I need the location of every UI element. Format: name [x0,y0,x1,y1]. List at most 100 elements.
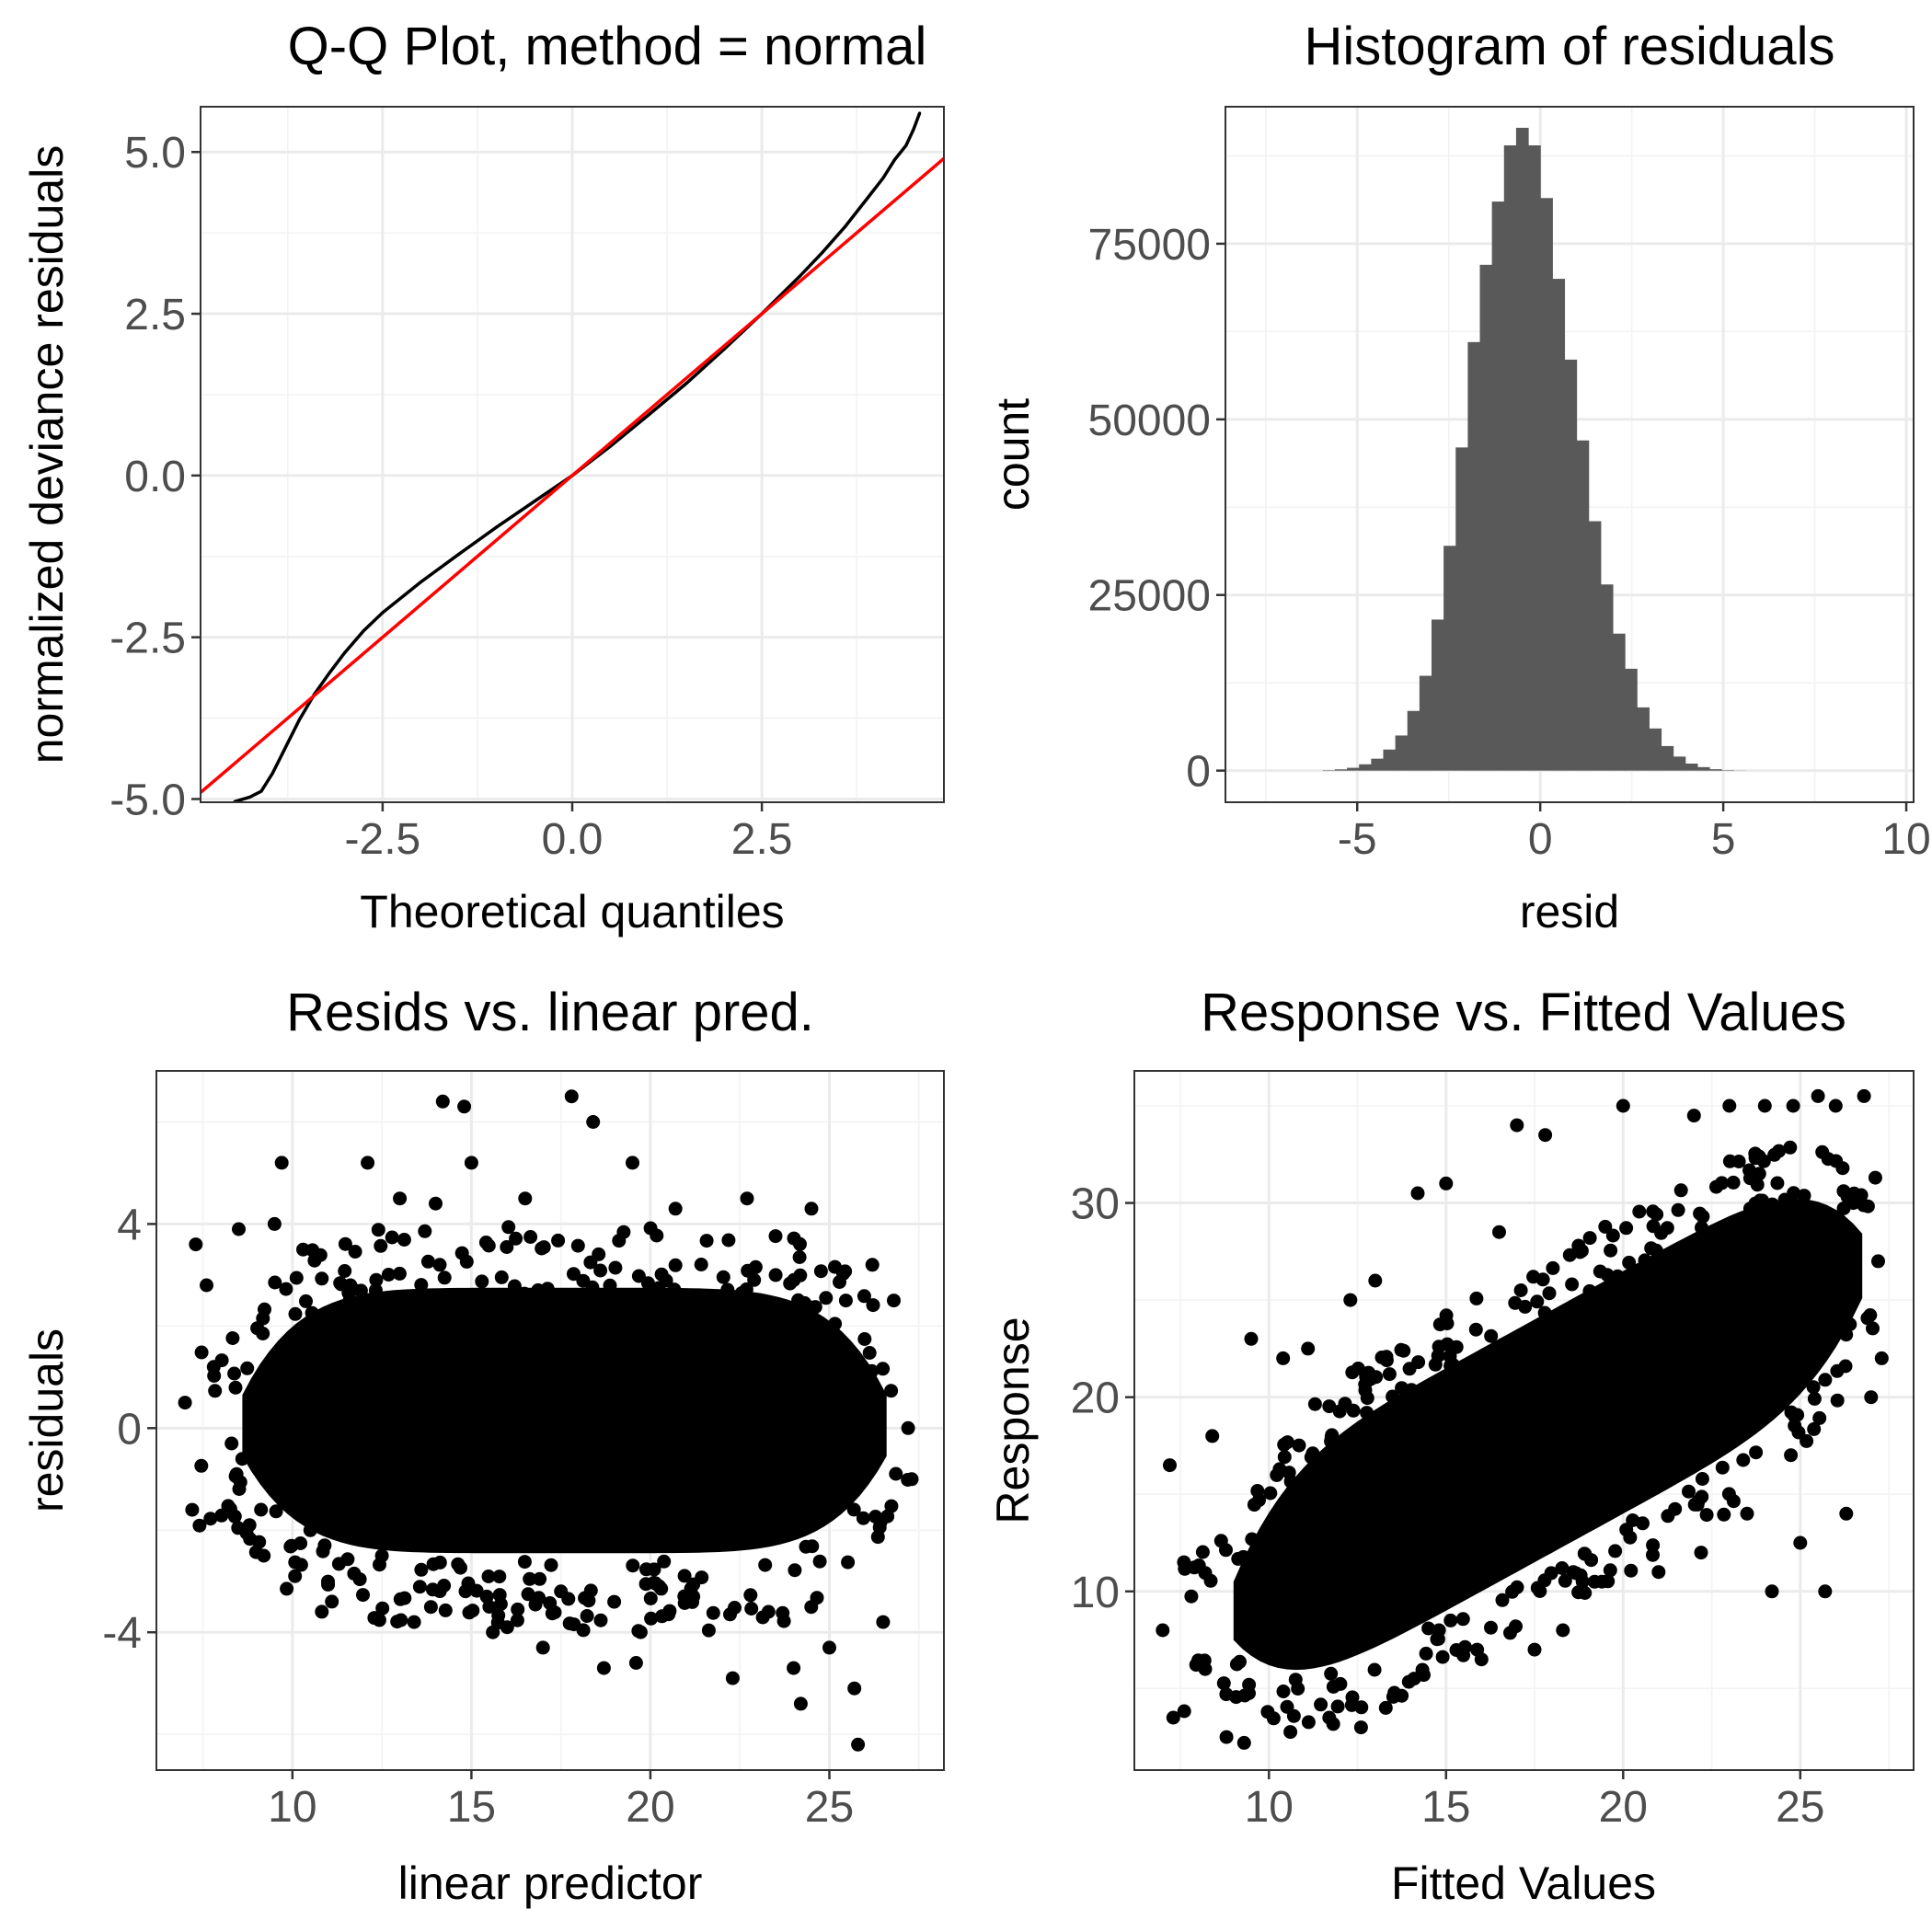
scatter-point [1362,1365,1375,1380]
scatter-point [523,1571,537,1586]
scatter-point [1305,1446,1320,1461]
scatter-point [743,1588,758,1603]
scatter-point [1624,1563,1639,1578]
scatter-point [481,1570,496,1583]
scatter-point [686,1577,701,1592]
scatter-point [1598,1219,1613,1234]
scatter-point [1660,1221,1674,1236]
scatter-point [1616,1098,1630,1113]
response-vs-fitted-x-axis-title: Fitted Values [1391,1857,1656,1909]
histogram-bar [1600,584,1614,771]
scatter-point [870,1530,885,1545]
scatter-point [1651,1565,1666,1580]
scatter-point [1740,1506,1754,1521]
scatter-point [373,1558,386,1572]
scatter-point [857,1289,871,1304]
scatter-point [533,1571,547,1586]
scatter-point [1277,1450,1292,1465]
scatter-point [720,1282,735,1297]
scatter-point [240,1361,255,1375]
qq-point [328,671,331,674]
scatter-point [593,1613,608,1627]
histogram-bar [1661,745,1674,771]
scatter-point [819,1291,834,1305]
histogram-y-axis-title: count [987,398,1039,511]
scatter-point [1574,1244,1589,1259]
scatter-point [1455,1612,1470,1627]
scatter-point [578,1591,592,1605]
scatter-point [1509,1619,1523,1634]
scatter-point [787,1272,801,1287]
scatter-point [1527,1642,1542,1657]
qq-point [247,795,252,799]
scatter-point [1236,1549,1250,1564]
scatter-point [1439,1176,1454,1190]
scatter-point [1605,1228,1620,1243]
scatter-point [798,1295,812,1310]
scatter-point [1866,1321,1880,1336]
scatter-point [397,1233,411,1247]
scatter-point [677,1589,692,1604]
qq-point [381,611,385,615]
scatter-point [1731,1155,1746,1168]
response-vs-fitted-panel: Response vs. Fitted Values 10 15 20 25 10 20 3… [987,983,1915,1909]
scatter-point [1333,1676,1348,1691]
scatter-point [367,1611,382,1626]
qq-plot-area [201,111,944,802]
scatter-point [846,1502,861,1517]
scatter-point [316,1544,330,1558]
scatter-point [1410,1186,1425,1201]
histogram-bar [1334,769,1348,771]
scatter-point [1582,1283,1597,1298]
scatter-point [1650,1207,1664,1222]
x-tick-label: 15 [447,1783,496,1832]
histogram-title: Histogram of residuals [1305,17,1835,76]
scatter-point [643,1591,658,1605]
scatter-point [280,1581,294,1596]
scatter-point [194,1345,209,1360]
y-tick-label: 20 [1071,1374,1120,1423]
scatter-point [1505,1584,1520,1599]
scatter-point [1608,1544,1623,1558]
histogram-bar [1564,359,1578,771]
scatter-point [758,1558,773,1572]
scatter-point [414,1278,429,1293]
qq-point [362,629,365,633]
scatter-point [804,1600,819,1615]
scatter-point [1765,1197,1779,1212]
scatter-point [667,1282,682,1297]
scatter-point [1691,1494,1706,1509]
scatter-point [1288,1673,1303,1687]
response-vs-fitted-frame [1133,1070,1915,1771]
histogram-area [1322,127,1746,771]
scatter-point [544,1558,558,1572]
scatter-point [889,1466,903,1481]
y-tick-label: 30 [1071,1180,1120,1229]
scatter-point [1604,1243,1618,1258]
scatter-point [1395,1688,1409,1703]
scatter-point [1603,1563,1617,1578]
scatter-point [469,1583,484,1598]
scatter-point [1757,1098,1772,1113]
qq-reference-line [201,156,944,794]
x-tick-label: 20 [1599,1783,1648,1832]
scatter-point [1518,1299,1533,1314]
scatter-point [1726,1175,1741,1190]
scatter-point [1783,1140,1798,1155]
scatter-point [805,1539,820,1554]
qq-point [419,581,422,584]
histogram-bar [1673,756,1686,771]
histogram-bar [1503,145,1517,771]
scatter-point [1573,1568,1588,1582]
histogram-bars [1322,127,1746,771]
scatter-point [1622,1255,1637,1270]
scatter-point [1839,1328,1854,1342]
scatter-point [1244,1331,1259,1346]
qq-point [646,413,650,418]
scatter-point [203,1512,218,1526]
scatter-point [426,1557,441,1571]
scatter-point [1484,1328,1499,1343]
scatter-point [792,1250,807,1264]
scatter-point [353,1283,368,1298]
scatter-point [608,1260,623,1275]
